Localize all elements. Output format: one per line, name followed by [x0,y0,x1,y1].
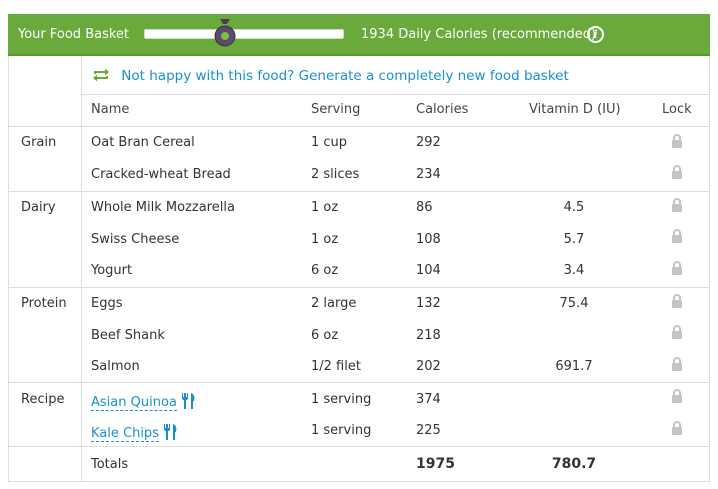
food-serving: 2 slices [311,167,360,182]
food-name: Eggs [91,296,123,311]
totals-label: Totals [91,457,129,472]
divider [9,446,709,447]
food-calories: 132 [416,296,441,311]
column-header-serving: Serving [311,102,361,117]
category-recipe: Recipe [21,392,65,407]
food-name: Salmon [91,359,140,374]
divider [9,126,709,127]
food-vitamin-d: 4.5 [563,200,585,215]
category-column-divider [81,56,82,481]
food-calories: 108 [416,232,441,247]
lock-icon[interactable] [670,324,684,340]
recipe-link[interactable]: Kale Chips [91,426,159,442]
food-calories: 202 [416,359,441,374]
fork-knife-icon[interactable] [163,423,179,441]
food-serving: 1 cup [311,135,348,150]
food-serving: 1 serving [311,423,372,438]
food-vitamin-d: 3.4 [563,263,585,278]
food-serving: 6 oz [311,328,339,343]
lock-icon[interactable] [670,260,684,276]
lock-icon[interactable] [670,388,684,404]
recipe-link[interactable]: Asian Quinoa [91,395,177,411]
food-serving: 1 oz [311,232,339,247]
recipe-name: Asian Quinoa [91,392,197,411]
food-name: Beef Shank [91,328,165,343]
food-name: Whole Milk Mozzarella [91,200,235,215]
food-basket-table: Not happy with this food? Generate a com… [8,56,710,482]
divider [9,382,709,383]
food-calories: 225 [416,423,441,438]
food-serving: 2 large [311,296,357,311]
food-vitamin-d: 75.4 [559,296,589,311]
info-icon[interactable]: i [587,26,604,43]
food-vitamin-d: 5.7 [563,232,585,247]
regenerate-basket-link[interactable]: Not happy with this food? Generate a com… [91,66,569,86]
food-name: Oat Bran Cereal [91,135,195,150]
food-vitamin-d: 691.7 [555,359,593,374]
food-calories: 374 [416,392,441,407]
category-protein: Protein [21,296,67,311]
food-calories: 218 [416,328,441,343]
food-serving: 1 oz [311,200,339,215]
category-grain: Grain [21,135,57,150]
category-dairy: Dairy [21,200,56,215]
refresh-icon [93,68,109,82]
food-serving: 6 oz [311,263,339,278]
lock-icon[interactable] [670,197,684,213]
lock-icon[interactable] [670,133,684,149]
divider [9,287,709,288]
food-calories: 234 [416,167,441,182]
food-calories: 86 [416,200,433,215]
daily-calories-text: 1934 Daily Calories (recommended) [361,27,597,42]
food-serving: 1/2 filet [311,359,361,374]
food-basket-header: Your Food Basket 1934 Daily Calories (re… [8,14,710,56]
food-calories: 292 [416,135,441,150]
food-name: Swiss Cheese [91,232,180,247]
fork-knife-icon[interactable] [181,392,197,410]
column-header-vitamin-d: Vitamin D (IU) [529,102,621,117]
recipe-name: Kale Chips [91,423,179,442]
column-header-calories: Calories [416,102,469,117]
calorie-slider-handle[interactable] [213,18,237,50]
header-title: Your Food Basket [18,27,130,42]
regenerate-basket-label: Not happy with this food? Generate a com… [121,68,569,84]
column-header-lock: Lock [662,102,692,117]
food-name: Yogurt [91,263,133,278]
calorie-slider-track[interactable] [144,29,344,39]
divider [9,191,709,192]
lock-icon[interactable] [670,420,684,436]
lock-icon[interactable] [670,228,684,244]
lock-icon[interactable] [670,293,684,309]
food-name: Cracked-wheat Bread [91,167,231,182]
food-serving: 1 serving [311,392,372,407]
column-header-name: Name [91,102,130,117]
divider [82,94,709,95]
total-calories: 1975 [416,456,455,472]
lock-icon[interactable] [670,164,684,180]
lock-icon[interactable] [670,356,684,372]
food-calories: 104 [416,263,441,278]
total-vitamin-d: 780.7 [551,456,597,472]
